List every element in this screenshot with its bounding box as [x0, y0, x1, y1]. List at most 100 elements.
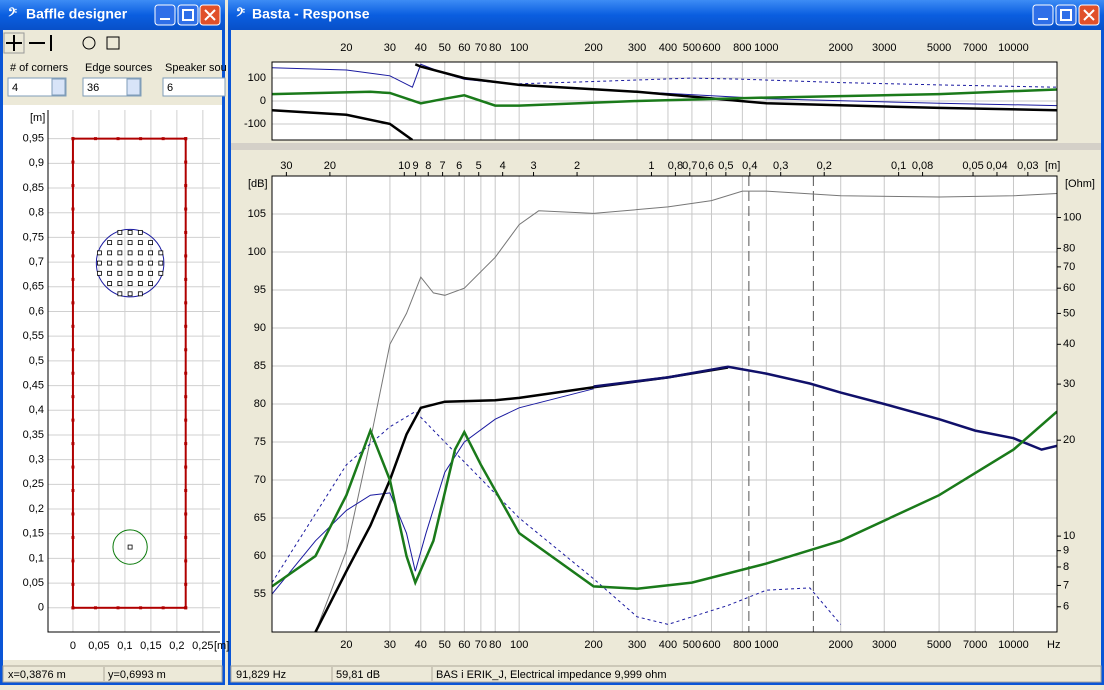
speaker-source — [117, 260, 123, 266]
y-tick-label: 0,55 — [23, 330, 44, 342]
y-tick-label: -100 — [244, 118, 266, 130]
y-unit: [m] — [30, 112, 45, 124]
speaker-source — [137, 270, 143, 276]
edge-source — [71, 348, 75, 352]
x-tick-label: 5000 — [927, 639, 951, 651]
x2-tick-label: 0,04 — [986, 160, 1007, 172]
speaker-source — [148, 260, 153, 266]
x2-unit: [m] — [1045, 160, 1060, 172]
speaker-source — [96, 250, 102, 256]
x-tick-label: 10000 — [998, 42, 1029, 54]
x-tick-label: 0,2 — [169, 640, 184, 652]
circle-tool[interactable] — [82, 36, 96, 50]
x-tick-label: 70 — [475, 42, 487, 54]
y2-tick-label: 7 — [1063, 579, 1069, 591]
y-tick-label: 0,6 — [29, 305, 44, 317]
x2-tick-label: 2 — [574, 160, 580, 172]
x-tick-label: 0,1 — [117, 640, 132, 652]
speaker-source — [127, 544, 133, 550]
move-icon — [6, 35, 22, 51]
edge-source — [71, 559, 75, 563]
status-bar — [2, 665, 223, 683]
y-tick-label: 80 — [254, 398, 266, 410]
x2-tick-label: 0,03 — [1017, 160, 1038, 172]
button-glyphs — [160, 9, 1095, 21]
field-value: 36 — [87, 82, 99, 94]
y2-tick-label: 8 — [1063, 561, 1069, 573]
x2-tick-label: 9 — [413, 160, 419, 172]
speaker-source — [148, 281, 153, 286]
rect-tool[interactable] — [106, 36, 120, 50]
y-tick-label: 0,95 — [23, 133, 44, 145]
splitter[interactable] — [231, 143, 1101, 150]
y-tick-label: 60 — [254, 550, 266, 562]
edge-source — [71, 535, 75, 539]
y-tick-label: 0,15 — [23, 528, 44, 540]
x-tick-label: 30 — [384, 42, 396, 54]
curve — [272, 63, 1057, 140]
spinner[interactable] — [51, 78, 66, 96]
x-tick-label: 80 — [489, 42, 501, 54]
x2-tick-label: 0,5 — [718, 160, 733, 172]
speaker-source — [107, 270, 113, 276]
x-tick-label: 400 — [659, 639, 677, 651]
x-tick-label: 500 — [683, 639, 701, 651]
edge-source — [184, 371, 188, 375]
driver — [95, 228, 165, 298]
edge-source — [71, 371, 75, 375]
minimize-button[interactable] — [1032, 4, 1054, 26]
status-text: 91,829 Hz — [236, 669, 286, 681]
x2-tick-label: 3 — [530, 160, 536, 172]
x-tick-label: 300 — [628, 639, 646, 651]
x2-tick-label: 20 — [324, 160, 336, 172]
curve — [519, 77, 1057, 88]
x2-tick-label: 0,8 — [668, 160, 683, 172]
speaker-source — [117, 250, 123, 256]
window-buttons[interactable] — [154, 4, 1100, 26]
y-tick-label: 0 — [260, 95, 266, 107]
edge-source — [184, 301, 188, 305]
edge-source — [161, 606, 165, 610]
y-tick-label: 0,45 — [23, 379, 44, 391]
speaker-source — [137, 281, 143, 286]
y2-unit: [Ohm] — [1065, 178, 1095, 190]
edge-source — [184, 582, 188, 586]
x-tick-label: 50 — [439, 42, 451, 54]
y-tick-label: 85 — [254, 360, 266, 372]
speaker-source — [117, 281, 123, 286]
y-tick-label: 95 — [254, 284, 266, 296]
edge-source — [184, 535, 188, 539]
x2-tick-label: 10 — [398, 160, 410, 172]
status-bar — [230, 665, 1102, 683]
x-tick-label: 0,25 — [192, 640, 213, 652]
y-tick-label: 0,8 — [29, 207, 44, 219]
window-title: Basta - Response — [252, 6, 370, 22]
speaker-source — [148, 250, 153, 256]
curve — [272, 88, 1057, 107]
edge-source — [71, 160, 75, 164]
x2-tick-label: 0,4 — [742, 160, 757, 172]
y2-tick-label: 80 — [1063, 242, 1075, 254]
y-tick-label: 0,5 — [29, 355, 44, 367]
y-tick-label: 0,85 — [23, 182, 44, 194]
edge-source — [71, 606, 75, 610]
x2-tick-label: 0,05 — [962, 160, 983, 172]
minimize-button[interactable] — [154, 4, 176, 26]
speaker-source — [127, 291, 133, 297]
maximize-button[interactable] — [1055, 4, 1077, 26]
number-input[interactable] — [162, 77, 226, 97]
x-tick-label: 10000 — [998, 639, 1029, 651]
x-unit: [m] — [214, 640, 229, 652]
x-tick-label: 800 — [733, 42, 751, 54]
y-unit: [dB] — [248, 178, 268, 190]
stretch-icons[interactable] — [29, 35, 52, 51]
edge-source — [71, 582, 75, 586]
plot-frame — [271, 175, 1058, 633]
x-tick-label: 70 — [475, 639, 487, 651]
x2-tick-label: 5 — [476, 160, 482, 172]
maximize-button[interactable] — [177, 4, 199, 26]
toolbar[interactable] — [3, 32, 120, 54]
x-tick-label: 600 — [702, 42, 720, 54]
spinner[interactable] — [126, 78, 141, 96]
edge-source — [161, 137, 165, 141]
